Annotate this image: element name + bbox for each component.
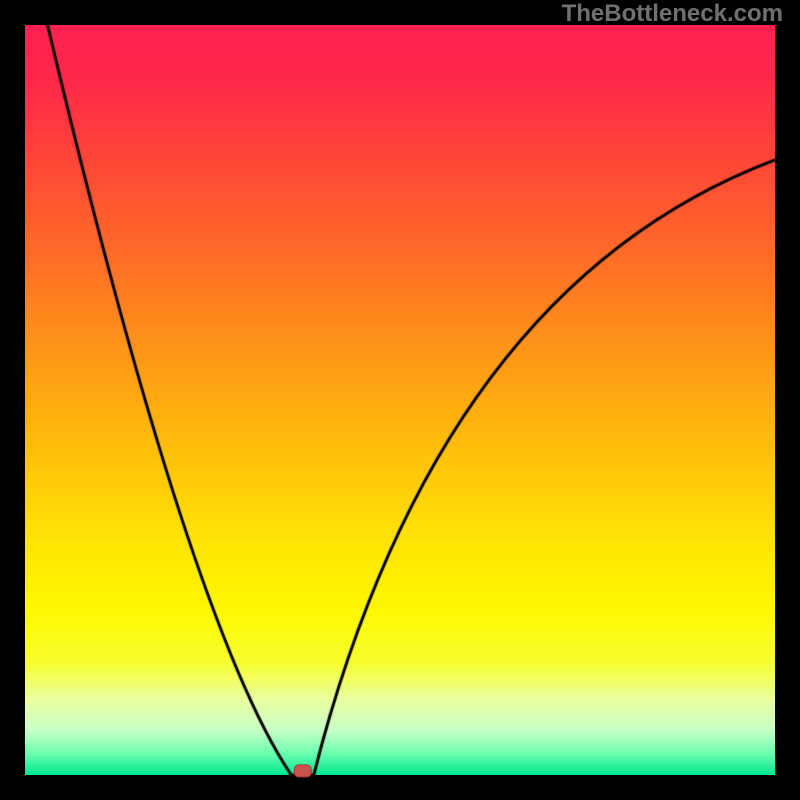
bottleneck-curve xyxy=(25,25,775,775)
plot-area xyxy=(25,25,775,775)
optimal-point-marker xyxy=(293,764,312,777)
chart-stage: TheBottleneck.com xyxy=(0,0,800,800)
watermark-text: TheBottleneck.com xyxy=(562,0,783,28)
